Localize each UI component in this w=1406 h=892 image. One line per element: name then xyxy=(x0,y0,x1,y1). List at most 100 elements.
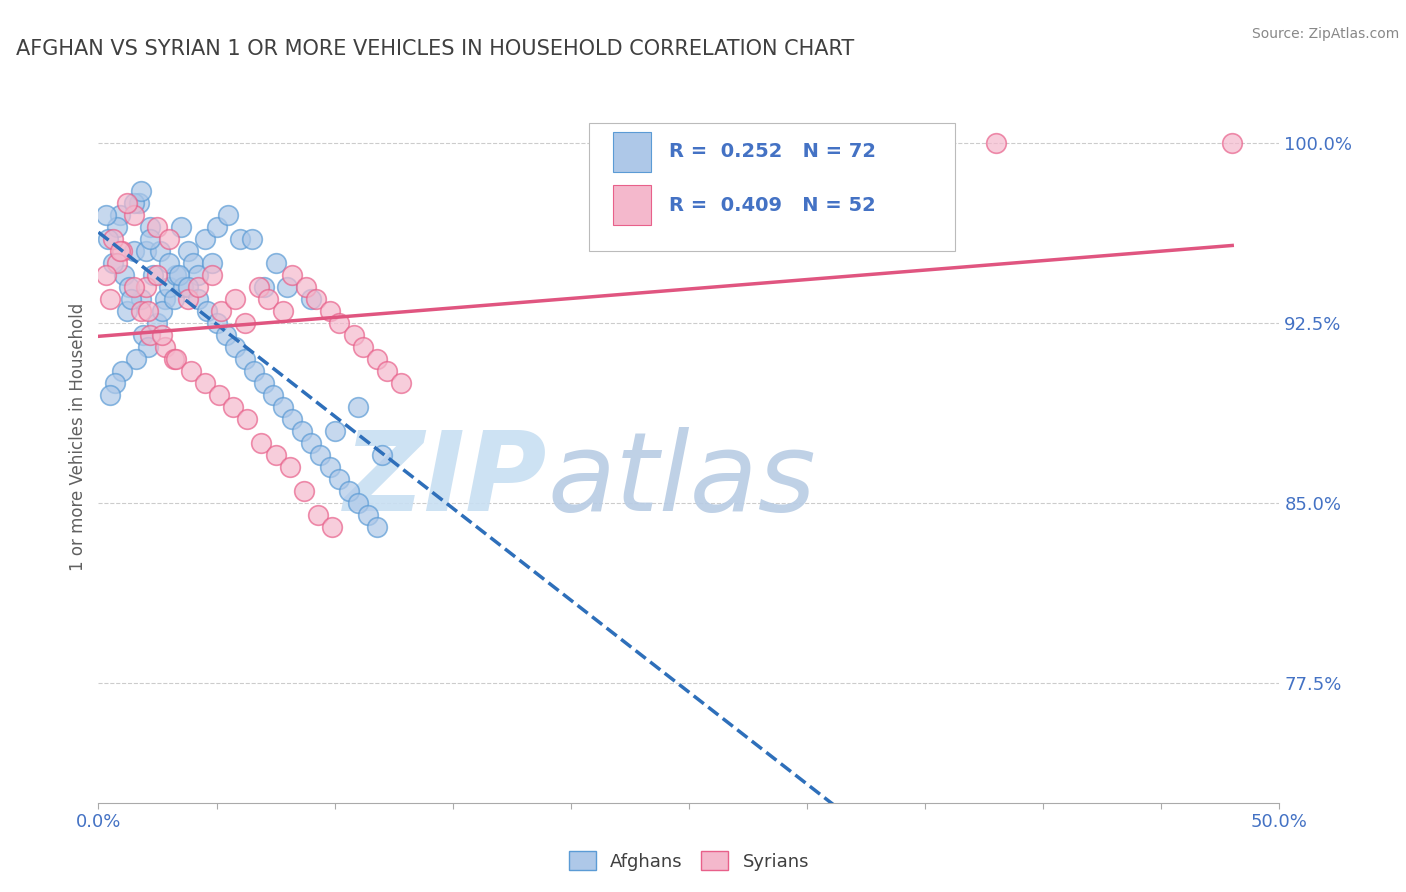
Point xyxy=(135,244,157,259)
Point xyxy=(111,244,134,259)
Point xyxy=(357,508,380,522)
Point xyxy=(264,256,287,270)
Point xyxy=(201,268,224,283)
Point xyxy=(347,400,370,414)
Point xyxy=(295,280,318,294)
Point xyxy=(319,460,342,475)
Point xyxy=(101,232,124,246)
Point xyxy=(222,400,245,414)
FancyBboxPatch shape xyxy=(589,122,955,251)
Point xyxy=(299,436,322,450)
Point xyxy=(149,244,172,259)
Point xyxy=(187,292,209,306)
Point xyxy=(205,220,228,235)
Point xyxy=(157,256,180,270)
Text: R =  0.252   N = 72: R = 0.252 N = 72 xyxy=(669,143,876,161)
Point xyxy=(233,352,256,367)
Point xyxy=(153,292,176,306)
Point xyxy=(276,280,298,294)
Point xyxy=(262,388,284,402)
Point xyxy=(125,352,148,367)
Point xyxy=(337,483,360,498)
Point xyxy=(233,316,256,330)
Point xyxy=(328,472,350,486)
Point xyxy=(229,232,252,246)
Point xyxy=(271,400,294,414)
Text: AFGHAN VS SYRIAN 1 OR MORE VEHICLES IN HOUSEHOLD CORRELATION CHART: AFGHAN VS SYRIAN 1 OR MORE VEHICLES IN H… xyxy=(15,38,853,59)
Point xyxy=(224,292,246,306)
Point xyxy=(389,376,412,391)
Point xyxy=(305,292,328,306)
Point xyxy=(1220,136,1243,151)
Point xyxy=(170,220,193,235)
Point xyxy=(139,232,162,246)
Text: atlas: atlas xyxy=(547,427,815,534)
Point xyxy=(177,280,200,294)
Point xyxy=(194,232,217,246)
Point xyxy=(243,364,266,378)
Point xyxy=(111,364,134,378)
Point xyxy=(122,196,145,211)
Point xyxy=(375,364,398,378)
Y-axis label: 1 or more Vehicles in Household: 1 or more Vehicles in Household xyxy=(69,303,87,571)
Point xyxy=(319,304,342,318)
Point xyxy=(328,316,350,330)
Point xyxy=(135,280,157,294)
Point xyxy=(205,316,228,330)
Point xyxy=(187,280,209,294)
Point xyxy=(122,280,145,294)
Point xyxy=(167,268,190,283)
Point xyxy=(94,208,117,222)
Point xyxy=(250,436,273,450)
Point xyxy=(115,304,138,318)
Point xyxy=(323,424,346,438)
FancyBboxPatch shape xyxy=(613,132,651,172)
Point xyxy=(121,292,143,306)
Point xyxy=(128,196,150,211)
Point xyxy=(129,304,152,318)
Point xyxy=(180,364,202,378)
Point xyxy=(115,196,138,211)
Point xyxy=(172,280,194,294)
Point xyxy=(347,496,370,510)
Point xyxy=(150,328,173,343)
Point xyxy=(187,268,209,283)
Point xyxy=(98,292,121,306)
Point xyxy=(236,412,259,426)
Point xyxy=(240,232,263,246)
Point xyxy=(181,256,204,270)
Point xyxy=(136,340,159,354)
Point xyxy=(97,232,120,246)
Point xyxy=(146,316,169,330)
Point xyxy=(290,424,312,438)
Point xyxy=(208,388,231,402)
Point xyxy=(984,136,1007,151)
Point xyxy=(94,268,117,283)
Point xyxy=(371,448,394,462)
Point xyxy=(264,448,287,462)
Point xyxy=(146,268,169,283)
Point xyxy=(105,256,128,270)
Point xyxy=(253,280,276,294)
Point xyxy=(352,340,374,354)
Point xyxy=(112,268,135,283)
Point xyxy=(142,268,165,283)
Point xyxy=(122,208,145,222)
Point xyxy=(309,448,332,462)
Point xyxy=(132,328,155,343)
Point xyxy=(209,304,232,318)
Point xyxy=(139,328,162,343)
Point xyxy=(321,520,343,534)
Point xyxy=(217,208,239,222)
Point xyxy=(281,268,304,283)
Point xyxy=(122,244,145,259)
Point xyxy=(201,256,224,270)
Point xyxy=(177,292,200,306)
Point xyxy=(165,268,187,283)
Point xyxy=(366,352,388,367)
Point xyxy=(299,292,322,306)
Point xyxy=(163,292,186,306)
Point xyxy=(253,376,276,391)
Point xyxy=(157,232,180,246)
Point xyxy=(153,340,176,354)
